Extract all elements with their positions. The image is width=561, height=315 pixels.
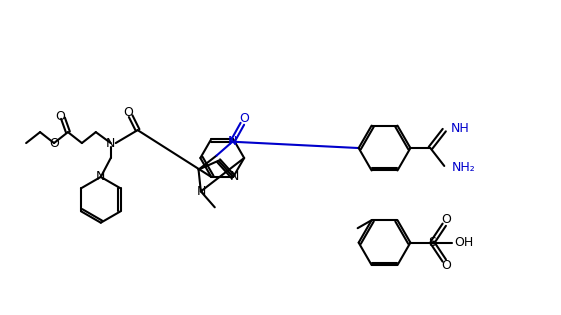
Text: N: N — [96, 170, 105, 183]
Text: O: O — [442, 259, 451, 272]
Text: N: N — [106, 137, 116, 150]
Text: S: S — [429, 236, 436, 249]
Text: NH: NH — [451, 122, 470, 135]
Text: NH₂: NH₂ — [452, 162, 476, 175]
Text: OH: OH — [454, 236, 474, 249]
Text: O: O — [442, 213, 451, 226]
Text: N: N — [197, 185, 206, 198]
Text: O: O — [240, 112, 249, 125]
Text: O: O — [55, 110, 65, 123]
Text: N: N — [228, 135, 237, 148]
Text: O: O — [124, 106, 134, 119]
Text: O: O — [49, 137, 59, 150]
Text: N: N — [229, 170, 239, 183]
